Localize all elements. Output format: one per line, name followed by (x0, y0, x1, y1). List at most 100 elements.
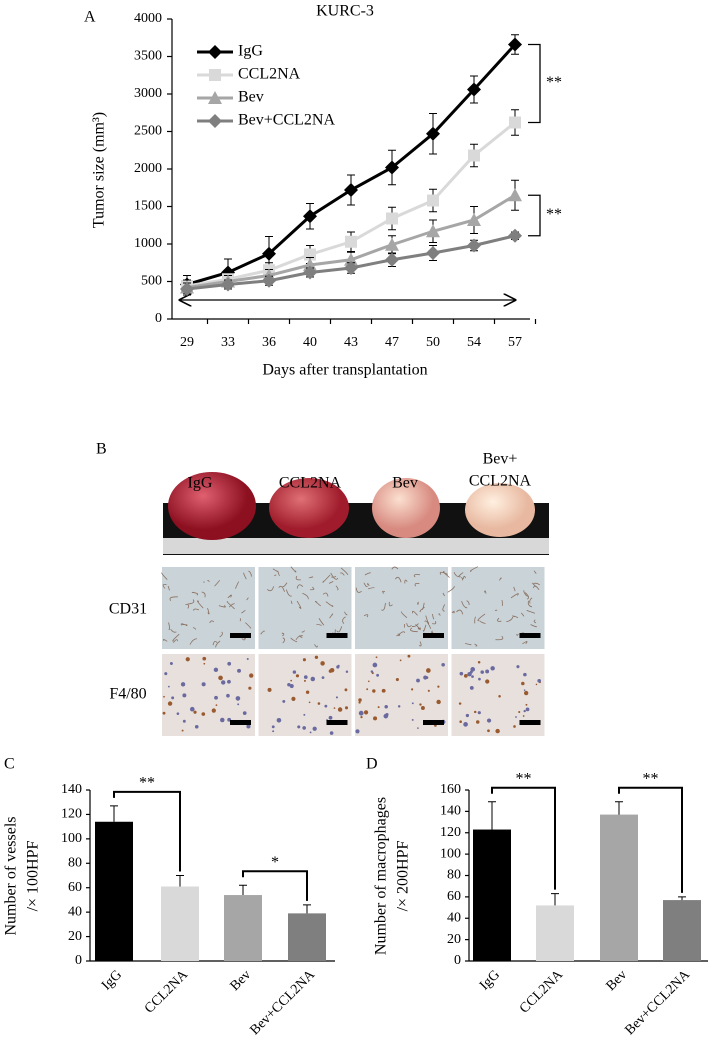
texture (533, 570, 537, 574)
texture (296, 600, 302, 609)
texture (201, 591, 206, 598)
texture (309, 731, 312, 734)
texture (182, 693, 187, 698)
x-tick-label: IgG (477, 967, 503, 993)
texture (376, 673, 380, 677)
texture (197, 600, 204, 609)
texture (320, 661, 325, 666)
row-label: CD31 (109, 601, 147, 618)
texture (411, 718, 414, 721)
texture (295, 635, 303, 641)
panel-label: C (4, 756, 15, 773)
y-tick-label: 0 (454, 953, 461, 968)
texture (161, 572, 168, 580)
texture (516, 665, 520, 669)
texture (515, 716, 517, 718)
significance-bracket (528, 194, 541, 237)
texture (518, 710, 521, 714)
texture (344, 611, 348, 616)
texture (207, 580, 210, 583)
texture (384, 704, 388, 709)
significance-label: ** (643, 770, 659, 787)
panel-label: B (96, 441, 107, 458)
legend-marker (208, 91, 222, 104)
column-label: CCL2NA (469, 473, 532, 490)
texture (358, 698, 362, 702)
texture (337, 707, 343, 712)
scale-bar (519, 633, 541, 638)
texture (442, 604, 446, 612)
texture (340, 567, 349, 576)
x-axis-title: Days after transplantation (262, 362, 427, 379)
significance-label: ** (546, 206, 562, 223)
y-tick-label: 3500 (134, 49, 162, 64)
bar (161, 886, 199, 961)
texture (422, 624, 427, 632)
texture (215, 704, 218, 706)
x-tick-label: IgG (99, 967, 125, 993)
texture (442, 571, 450, 578)
legend-marker (208, 114, 222, 128)
x-tick-label: 36 (262, 335, 276, 350)
texture (431, 630, 434, 633)
texture (218, 605, 226, 608)
texture (237, 703, 240, 706)
y-tick-label: 80 (68, 856, 82, 871)
y-axis-title: Number of macrophages (373, 797, 390, 955)
texture (180, 623, 185, 626)
texture (397, 705, 401, 708)
x-tick-label: Bev (604, 967, 631, 994)
scale-bar (423, 633, 444, 638)
texture (487, 729, 490, 733)
texture (414, 583, 420, 587)
y-tick-label: 1000 (134, 236, 162, 251)
marker (385, 237, 399, 251)
texture (388, 601, 393, 607)
texture (321, 676, 325, 680)
y-axis-title: Tumor size (mm³) (91, 112, 108, 228)
texture (398, 631, 406, 636)
legend-label: CCL2NA (238, 66, 301, 83)
x-tick-label: 29 (180, 335, 194, 350)
texture (417, 727, 419, 729)
texture (316, 623, 322, 626)
histology-images (161, 566, 545, 736)
marker (508, 228, 522, 243)
texture (163, 639, 168, 642)
texture (329, 667, 335, 673)
texture (335, 585, 339, 591)
texture (237, 668, 242, 673)
texture (201, 712, 206, 716)
y-tick-label: 3000 (134, 86, 162, 101)
y-tick-label: 120 (440, 825, 461, 840)
texture (305, 690, 310, 694)
texture (322, 592, 329, 597)
texture (463, 722, 468, 727)
texture (372, 689, 376, 693)
legend-label: Bev (238, 89, 264, 106)
marker (303, 265, 317, 280)
texture (501, 600, 503, 606)
texture (290, 637, 298, 643)
texture (194, 724, 199, 729)
texture (400, 611, 408, 618)
texture (520, 612, 525, 617)
texture (523, 709, 526, 713)
marker (426, 224, 440, 238)
marker (221, 277, 235, 292)
texture (312, 726, 317, 731)
scale-bar (230, 720, 251, 725)
marker (508, 37, 522, 52)
texture (193, 710, 197, 714)
marker (468, 149, 480, 162)
texture (382, 590, 386, 594)
texture (308, 701, 311, 704)
texture (173, 639, 178, 643)
texture (191, 591, 199, 596)
texture (287, 682, 291, 687)
y-tick-label: 140 (61, 782, 82, 797)
texture (336, 665, 340, 669)
texture (303, 713, 306, 716)
marker (467, 82, 481, 97)
